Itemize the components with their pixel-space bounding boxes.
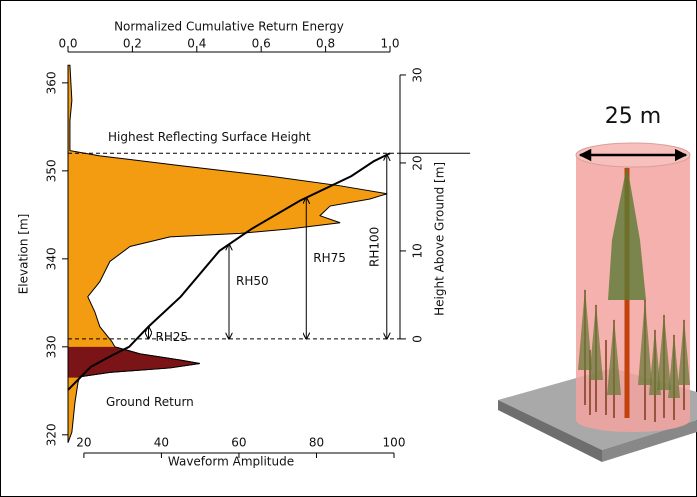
y2-tick-label: 10	[411, 243, 425, 258]
y2-axis-title: Height Above Ground [m]	[433, 162, 447, 316]
y-tick-label: 330	[45, 335, 59, 358]
plot: Ground Return Highest Reflecting Surface …	[17, 20, 470, 469]
y2-tick-label: 0	[411, 335, 425, 343]
rh-label: RH25	[156, 330, 189, 344]
y-tick-label: 360	[45, 71, 59, 94]
rh-label: RH100	[367, 227, 381, 267]
illustration: 25 m	[498, 104, 697, 462]
width-label: 25 m	[605, 104, 661, 129]
x-tick-label: 40	[154, 436, 169, 450]
cumulative-curve	[67, 152, 391, 391]
ground-slab-side	[498, 400, 602, 462]
x-axis-title: Waveform Amplitude	[168, 455, 294, 469]
tall-tree-crown	[608, 165, 646, 300]
y-axis-title: Elevation [m]	[17, 214, 31, 295]
x-tick-label: 60	[231, 436, 246, 450]
y-tick-label: 350	[45, 159, 59, 182]
highest-surface-label: Highest Reflecting Surface Height	[108, 130, 311, 144]
x2-tick-label: 0.2	[123, 37, 142, 51]
ground-return-area	[67, 346, 200, 378]
x-tick-label: 80	[309, 436, 324, 450]
y-tick-label: 340	[45, 247, 59, 270]
small-crowns	[578, 288, 690, 398]
x2-tick-label: 1.0	[380, 37, 399, 51]
x2-axis-title: Normalized Cumulative Return Energy	[114, 20, 344, 34]
x2-tick-label: 0.4	[187, 37, 206, 51]
x2-tick-label: 0.8	[316, 37, 335, 51]
x2-tick-label: 0.6	[252, 37, 271, 51]
y-tick-label: 320	[45, 423, 59, 446]
rh-label: RH50	[236, 274, 269, 288]
ground-slab-front	[602, 420, 697, 462]
x-tick-label: 100	[383, 436, 406, 450]
y2-tick-label: 30	[411, 67, 425, 82]
x-tick-label: 20	[76, 436, 91, 450]
ground-return-label: Ground Return	[106, 395, 194, 409]
rh-label: RH75	[313, 251, 346, 265]
y2-tick-label: 20	[411, 155, 425, 170]
x2-tick-label: 0.0	[58, 37, 77, 51]
